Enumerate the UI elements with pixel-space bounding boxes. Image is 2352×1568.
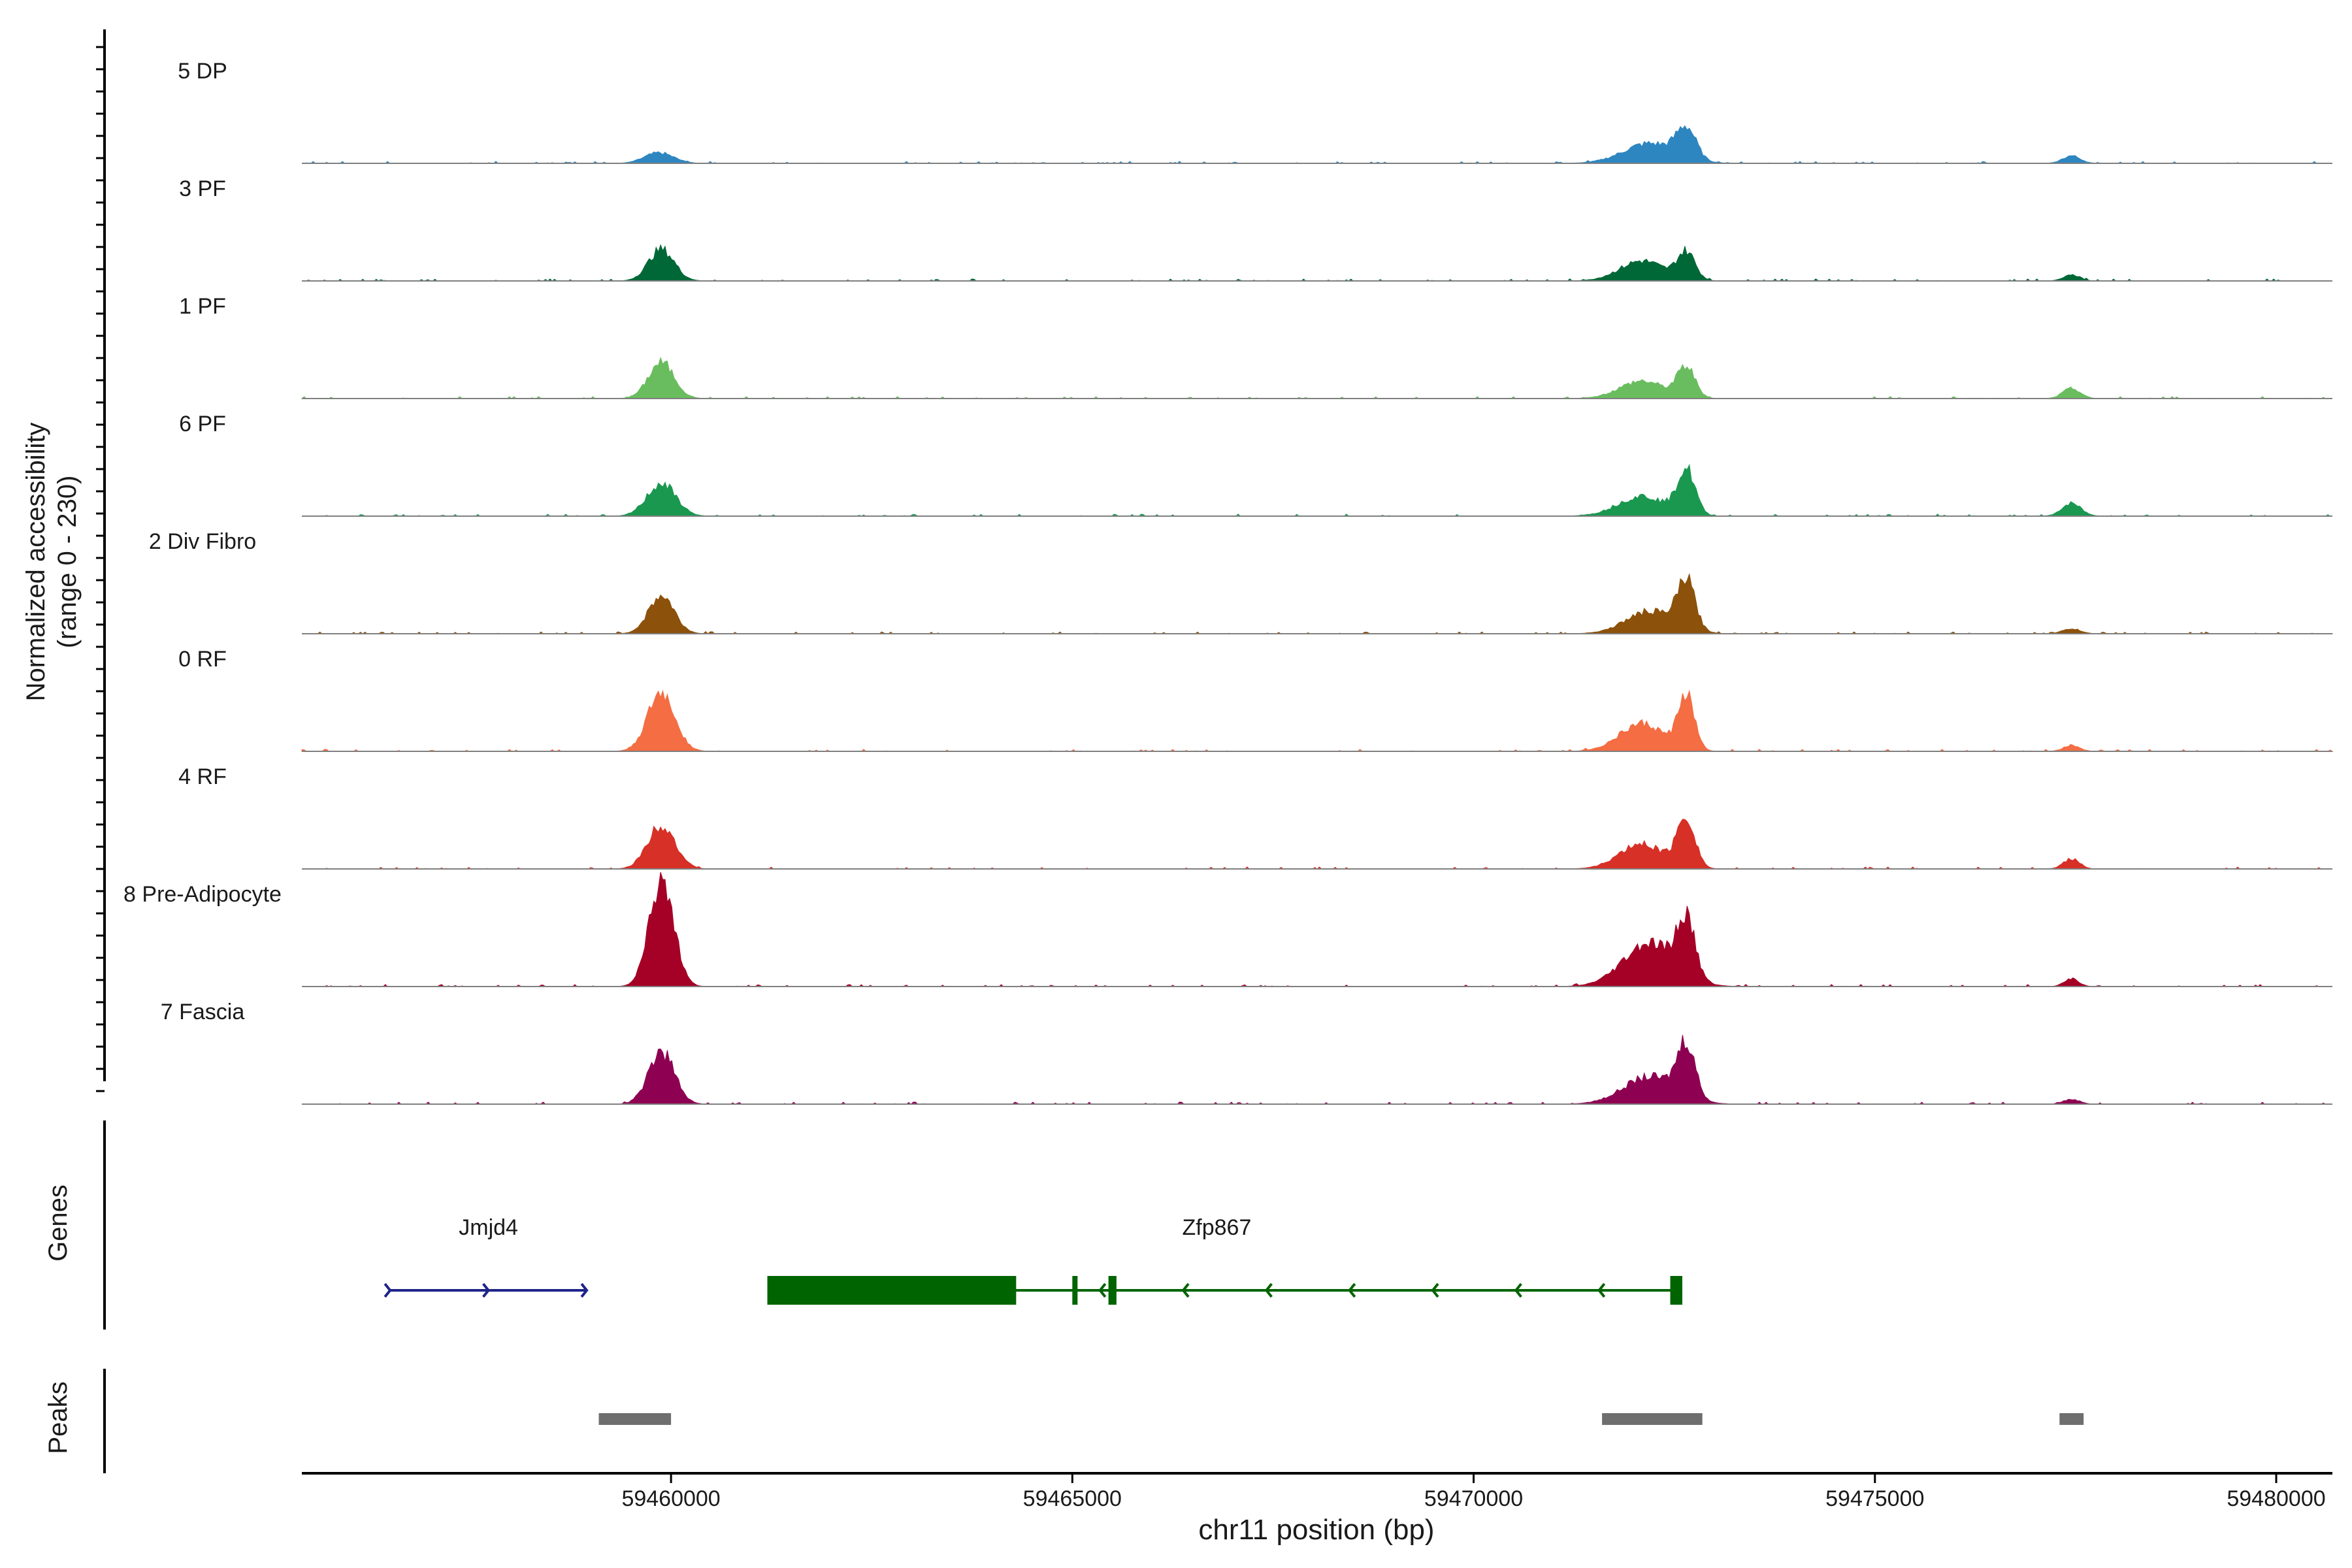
coverage-area-3-pf [302,244,2332,282]
coverage-area-6-pf [302,463,2332,517]
coverage-area-7-fascia [302,1035,2332,1105]
strand-arrow [1514,1282,1522,1298]
track-label-0-rf: 0 RF [178,647,227,672]
gene-label-jmjd4: Jmjd4 [459,1215,518,1240]
gene-exon [767,1276,1017,1305]
track-label-8-pre-adipocyte: 8 Pre-Adipocyte [123,882,282,907]
strand-arrow [384,1282,392,1298]
track-label-5-dp: 5 DP [178,59,227,84]
strand-arrow [580,1282,589,1298]
gene-label-zfp867: Zfp867 [1183,1215,1252,1240]
x-tick-label: 59460000 [621,1486,720,1511]
x-axis-label: chr11 position (bp) [1198,1514,1434,1546]
track-label-1-pf: 1 PF [179,294,226,319]
track-label-3-pf: 3 PF [179,176,226,201]
genes-track-label: Genes [44,1184,73,1262]
x-tick-label: 59465000 [1023,1486,1122,1511]
gene-exon [1108,1276,1117,1305]
coverage-area-0-rf [301,689,2334,752]
strand-arrow [1181,1282,1190,1298]
peak-region [1602,1413,1703,1425]
y-axis-label-line1: Normalized accessibility [22,423,50,702]
strand-arrow [1597,1282,1606,1298]
x-tick-label: 59475000 [1825,1486,1924,1511]
y-axis-label-line2: (range 0 - 230) [53,476,82,649]
x-tick-label: 59470000 [1424,1486,1523,1511]
coverage-area-2-div-fibro [302,574,2333,634]
track-label-4-rf: 4 RF [178,764,227,789]
strand-arrow [1264,1282,1273,1298]
strand-arrow [1431,1282,1439,1298]
track-label-7-fascia: 7 Fascia [161,1000,245,1024]
gene-exon [1072,1276,1078,1305]
strand-arrow [1348,1282,1356,1298]
track-label-2-div-fibro: 2 Div Fibro [149,529,256,554]
peaks-track-label: Peaks [44,1381,73,1454]
strand-arrow [1098,1282,1107,1298]
coverage-area-8-pre-adipocyte [302,872,2332,987]
peak-region [2059,1413,2084,1425]
chart-marks: 5 DP 3 PF 1 PF 6 PF 2 Div Fibro 0 RF 4 RF 8 Pre… [96,29,2334,1511]
coverage-area-1-pf [301,356,2332,399]
strand-arrow [482,1282,491,1298]
coverage-area-5-dp [302,125,2332,164]
track-label-6-pf: 6 PF [179,412,226,436]
gene-exon [1670,1276,1682,1305]
coverage-area-4-rf [302,819,2332,870]
peak-region [598,1413,672,1425]
x-tick-label: 59480000 [2227,1486,2325,1511]
